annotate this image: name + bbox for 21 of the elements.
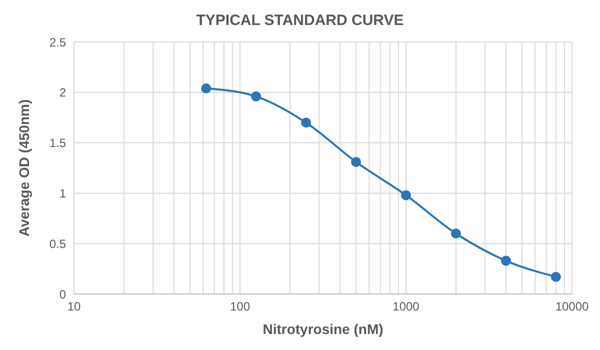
point <box>201 83 212 94</box>
point <box>251 91 262 102</box>
chart-title: TYPICAL STANDARD CURVE <box>195 11 405 31</box>
y-tick-label: 2 <box>59 86 66 100</box>
y-tick-label: 0.5 <box>49 236 66 251</box>
point <box>550 272 561 282</box>
y-tick-label: 1 <box>59 186 66 200</box>
point <box>500 256 511 266</box>
x-axis-title: Nitrotyrosine (nM) <box>262 321 384 337</box>
y-tick-label: 1.5 <box>49 136 66 150</box>
x-tick-label: 10 <box>67 300 81 314</box>
x-tick-label: 1000 <box>392 300 420 314</box>
y-axis-title: Average OD (450nm) <box>16 99 32 237</box>
y-tick-label: 2.5 <box>49 35 66 50</box>
point <box>450 228 461 239</box>
point <box>301 118 312 128</box>
point <box>401 190 411 200</box>
y-tick-label: 0 <box>59 287 66 302</box>
x-tick-label: 10000 <box>555 300 590 314</box>
point <box>351 156 362 167</box>
x-tick-label: 100 <box>230 300 250 314</box>
